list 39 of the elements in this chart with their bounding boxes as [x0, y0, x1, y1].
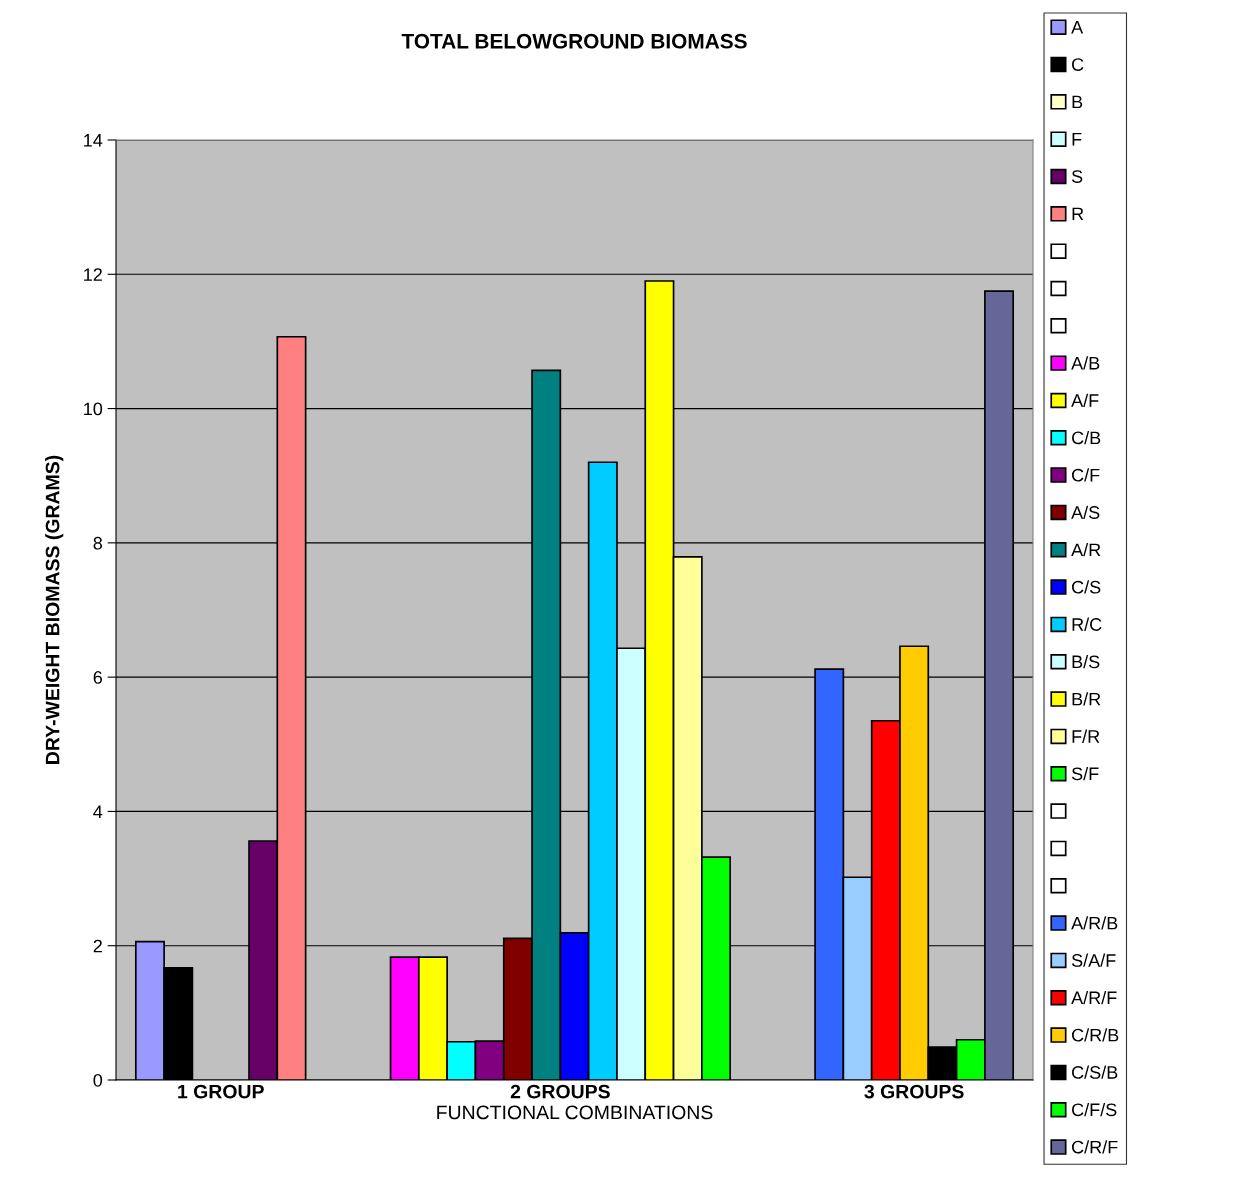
text: 1 GROUP	[178, 1084, 264, 1099]
legend-label: C/B	[1072, 430, 1101, 445]
legend-label: B	[1072, 95, 1083, 109]
legend-label: S/A/F	[1071, 953, 1116, 967]
y-tick-label: 4	[93, 805, 103, 818]
legend-label: B/S	[1072, 654, 1100, 669]
text: 2 GROUPS	[510, 1084, 610, 1099]
y-axis-title: DRY-WEIGHT BIOMASS (GRAMS)	[45, 455, 64, 764]
legend-label: A/R	[1071, 542, 1101, 557]
legend-label: F/R	[1072, 729, 1100, 743]
y-tick-label: 8	[93, 536, 103, 550]
legend-label: C/R/F	[1072, 1140, 1118, 1154]
legend-label: C/F/S	[1072, 1102, 1117, 1117]
y-tick-label: 12	[84, 268, 102, 281]
y-tick-label: 10	[84, 402, 103, 416]
y-tick-label: 0	[93, 1073, 103, 1087]
legend-label: A/R/B	[1071, 916, 1118, 930]
legend-label: S/F	[1071, 766, 1099, 781]
legend-label: C/S	[1072, 580, 1101, 594]
legend-label: B/R	[1072, 692, 1101, 706]
chart-title: TOTAL BELOWGROUND BIOMASS	[401, 33, 747, 49]
legend-label: C/S/B	[1072, 1065, 1118, 1079]
x-axis-title: FUNCTIONAL COMBINATIONS	[437, 1105, 713, 1120]
text: 3 GROUPS	[864, 1084, 964, 1099]
legend-label: C/F	[1072, 468, 1100, 482]
legend-label: R/C	[1072, 617, 1102, 631]
y-tick-label: 14	[84, 134, 103, 147]
legend-label: A/B	[1071, 356, 1100, 370]
y-tick-label: 2	[93, 939, 102, 953]
legend-label: C/R/B	[1072, 1028, 1119, 1042]
legend-label: S	[1071, 170, 1083, 183]
legend-label: A/S	[1071, 505, 1100, 519]
legend-label: A	[1071, 21, 1084, 34]
legend-label: R	[1072, 207, 1084, 221]
legend-label: F	[1072, 133, 1082, 146]
y-tick-label: 6	[93, 671, 103, 684]
legend-label: C	[1072, 58, 1084, 71]
legend-label: A/F	[1071, 393, 1099, 407]
legend-label: A/R/F	[1071, 990, 1117, 1005]
